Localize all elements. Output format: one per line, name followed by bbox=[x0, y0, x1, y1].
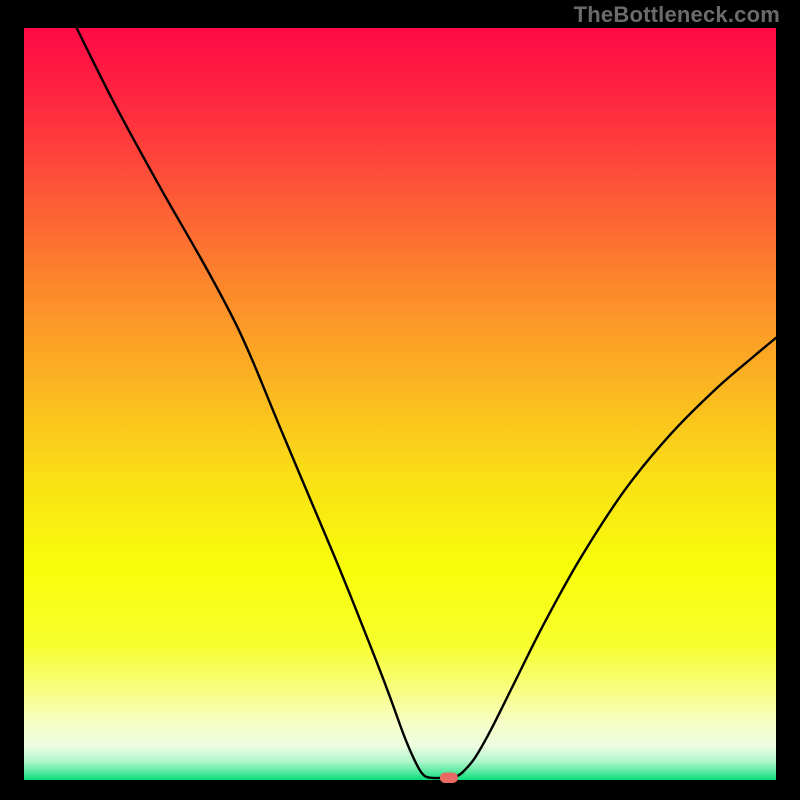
chart-container: { "meta": { "watermark_text": "TheBottle… bbox=[0, 0, 800, 800]
watermark-text: TheBottleneck.com bbox=[574, 2, 780, 28]
minimum-marker bbox=[440, 772, 458, 783]
chart-svg bbox=[0, 0, 800, 800]
plot-gradient-area bbox=[24, 28, 776, 780]
